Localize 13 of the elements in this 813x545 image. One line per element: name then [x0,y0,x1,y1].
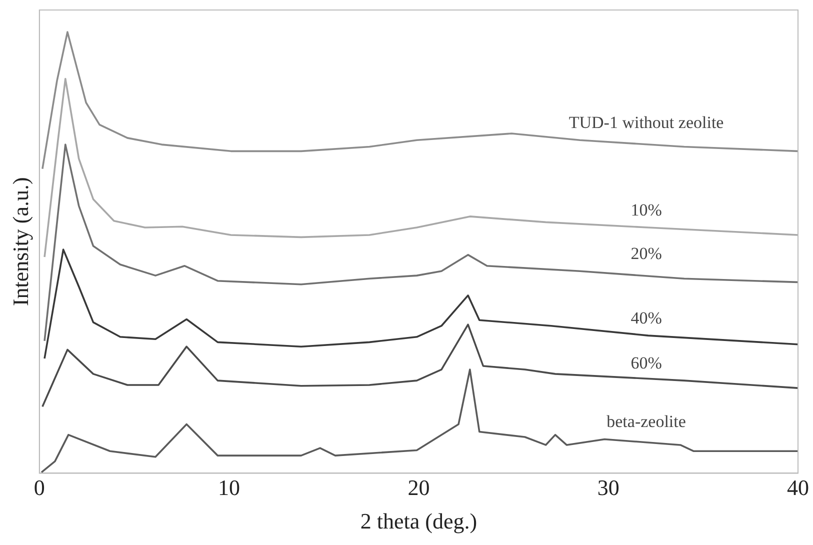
series-label: 20% [630,244,662,264]
x-tick-label: 0 [34,475,45,500]
series-label: 10% [630,200,662,220]
series-label: 60% [630,354,662,373]
x-tick-label: 40 [787,475,809,500]
x-axis-title: 2 theta (deg.) [360,508,478,534]
y-axis-title: Intensity (a.u.) [8,177,33,306]
x-tick-label: 30 [597,475,620,500]
series-label: beta-zeolite [606,412,686,432]
x-tick-label: 20 [408,475,430,500]
series-label: TUD-1 without zeolite [568,113,724,132]
series-label: 40% [630,308,662,328]
x-tick-label: 10 [218,475,240,500]
